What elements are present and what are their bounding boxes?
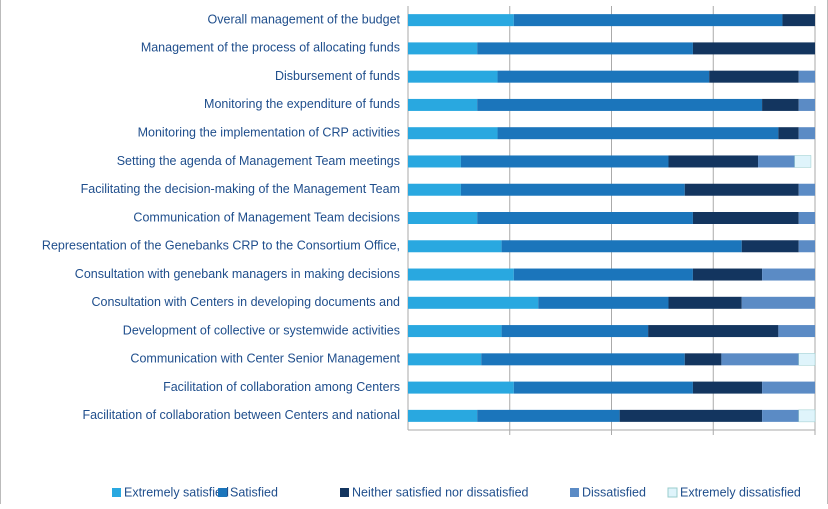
bar-segment (477, 409, 620, 422)
bar-segment (408, 127, 498, 140)
bar-segment (798, 98, 815, 111)
legend-label: Extremely satisfied (124, 485, 229, 499)
bar-segment (481, 353, 685, 366)
bar-segment (477, 212, 693, 224)
legend-swatch (570, 488, 579, 497)
bar-segment (684, 183, 799, 196)
bar-segment (513, 14, 783, 27)
bar-segment (798, 127, 815, 140)
bar-segment (497, 70, 710, 83)
legend-label: Satisfied (230, 485, 278, 499)
bar-segment (408, 381, 514, 394)
bar-segment (668, 296, 742, 309)
y-tick-label: Communication with Center Senior Managem… (130, 352, 400, 366)
y-tick-label: Development of collective or systemwide … (123, 323, 400, 337)
bar-segment (408, 98, 478, 111)
bar-segment (619, 409, 763, 422)
bar-segment (692, 212, 799, 224)
y-tick-label: Overall management of the budget (208, 12, 401, 26)
y-tick-label: Facilitating the decision-making of the … (81, 182, 400, 196)
bar-segment (778, 325, 815, 338)
y-tick-label: Management of the process of allocating … (141, 41, 400, 55)
bar-segment (408, 212, 478, 224)
bar-segment (460, 183, 685, 196)
y-tick-label: Monitoring the expenditure of funds (204, 97, 400, 111)
bar-segment (408, 268, 514, 281)
y-tick-label: Monitoring the implementation of CRP act… (138, 125, 400, 139)
bar-segment (782, 14, 815, 27)
bar-segment (794, 155, 812, 168)
bar-segment (798, 70, 815, 83)
legend-label: Neither satisfied nor dissatisfied (352, 485, 529, 499)
bar-segment (798, 240, 815, 253)
legend-swatch (112, 488, 121, 497)
bar-segment (758, 155, 795, 168)
bar-segment (497, 127, 779, 140)
bar-segment (762, 409, 799, 422)
bar-segment (721, 353, 799, 366)
bar-segment (648, 325, 779, 338)
y-tick-label: Consultation with genebank managers in m… (75, 267, 400, 281)
bar-segment (408, 325, 502, 338)
bar-segment (408, 42, 478, 55)
bar-segment (477, 98, 763, 111)
bar-segment (408, 409, 478, 422)
y-tick-label: Facilitation of collaboration among Cent… (163, 380, 400, 394)
bar-segment (513, 381, 693, 394)
bar-segment (408, 70, 498, 83)
bar-segment (798, 409, 816, 423)
bar-segment (684, 353, 722, 366)
bar-segment (692, 42, 815, 55)
bar-segment (762, 381, 815, 394)
bar-segment (408, 353, 482, 366)
bar-segment (538, 296, 669, 309)
legend-swatch (667, 487, 678, 498)
bar-segment (762, 98, 799, 111)
bar-segment (762, 268, 815, 281)
bar-segment (501, 240, 742, 253)
bar-segment (408, 155, 461, 168)
bar-segment (709, 70, 799, 83)
legend-swatch (218, 488, 227, 497)
y-tick-label: Consultation with Centers in developing … (91, 295, 400, 309)
bar-segment (798, 353, 816, 366)
legend-label: Dissatisfied (582, 485, 646, 499)
bar-segment (408, 183, 461, 196)
bar-segment (477, 42, 693, 55)
bar-segment (668, 155, 759, 168)
bar-segment (501, 325, 649, 338)
bar-segment (692, 381, 763, 394)
bar-segment (798, 212, 815, 224)
y-tick-label: Communication of Management Team decisio… (133, 210, 400, 224)
bar-segment (741, 296, 815, 309)
y-tick-label: Disbursement of funds (275, 69, 400, 83)
bar-segment (778, 127, 799, 140)
bar-segment (408, 240, 502, 253)
legend-label: Extremely dissatisfied (680, 485, 801, 499)
bar-segment (460, 155, 669, 168)
bar-segment (692, 268, 763, 281)
y-tick-label: Setting the agenda of Management Team me… (117, 154, 400, 168)
bar-segment (408, 296, 539, 309)
bar-segment (741, 240, 799, 253)
bar-segment (798, 183, 815, 196)
y-tick-label: Representation of the Genebanks CRP to t… (42, 239, 400, 253)
y-tick-label: Facilitation of collaboration between Ce… (82, 408, 400, 422)
bar-segment (408, 14, 514, 27)
bar-segment (513, 268, 693, 281)
legend-swatch (340, 488, 349, 497)
